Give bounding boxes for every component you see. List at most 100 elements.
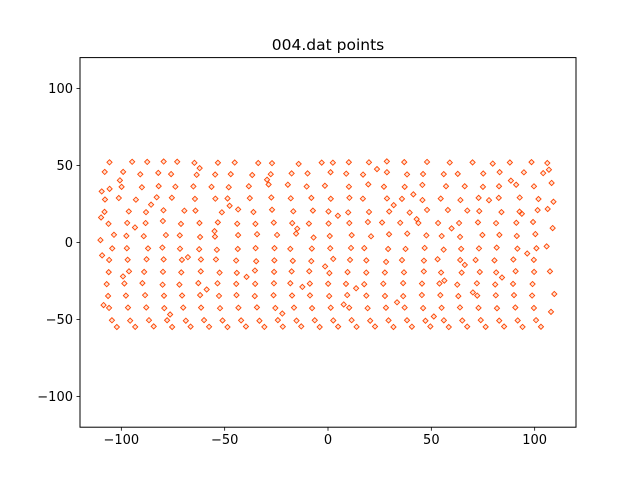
data-point	[306, 280, 314, 287]
data-point	[254, 159, 262, 167]
data-point	[492, 269, 500, 276]
data-point	[534, 206, 541, 214]
data-point	[438, 232, 445, 240]
data-point	[191, 195, 199, 203]
data-point	[214, 280, 221, 287]
data-point	[137, 171, 144, 178]
data-point	[270, 292, 277, 299]
data-point	[159, 268, 167, 276]
data-point	[475, 304, 482, 312]
data-point	[420, 257, 428, 264]
data-point	[507, 177, 515, 184]
data-point	[473, 292, 481, 299]
data-point	[187, 323, 194, 330]
data-point	[298, 323, 305, 330]
data-point	[384, 245, 392, 253]
data-point	[303, 183, 310, 190]
y-tick-label: 50	[56, 159, 73, 174]
data-point	[454, 170, 462, 178]
data-point	[160, 292, 168, 299]
data-point	[401, 183, 408, 191]
data-point	[530, 183, 538, 190]
data-point	[513, 232, 521, 240]
data-point	[365, 159, 373, 166]
data-point	[455, 219, 463, 227]
data-point	[176, 281, 183, 288]
data-point	[520, 169, 528, 176]
data-point	[344, 209, 352, 216]
data-point	[122, 292, 130, 299]
data-point	[345, 304, 353, 311]
data-point	[438, 304, 445, 312]
data-point	[159, 281, 166, 288]
data-point	[140, 268, 148, 276]
data-point	[212, 256, 220, 263]
data-point	[359, 195, 367, 202]
data-point	[545, 166, 553, 173]
data-point	[441, 277, 448, 284]
data-point	[292, 230, 300, 237]
data-point	[385, 231, 393, 238]
data-point	[427, 323, 434, 330]
data-point	[121, 280, 128, 287]
data-point	[155, 182, 162, 190]
data-point	[457, 245, 465, 253]
data-point	[361, 244, 368, 252]
data-point	[493, 304, 501, 312]
data-point	[159, 217, 167, 225]
data-point	[418, 291, 426, 299]
data-point	[153, 194, 160, 201]
data-point	[343, 291, 351, 299]
data-point	[382, 258, 390, 266]
data-point	[532, 316, 540, 324]
data-point	[308, 257, 315, 265]
data-point	[498, 208, 505, 216]
data-point	[365, 208, 373, 216]
data-point	[306, 292, 314, 299]
data-point	[250, 208, 257, 216]
data-point	[211, 171, 219, 178]
data-point	[143, 158, 151, 166]
y-tick-label: 100	[48, 82, 73, 97]
data-point	[385, 317, 392, 324]
data-point	[495, 194, 502, 202]
data-point	[211, 233, 219, 240]
data-point	[289, 257, 297, 265]
data-point	[403, 171, 411, 178]
data-point	[212, 195, 219, 202]
x-tick-label: −100	[103, 433, 139, 448]
data-point	[284, 181, 292, 188]
data-point	[105, 304, 113, 312]
data-point	[408, 323, 416, 330]
data-point	[345, 158, 353, 166]
data-point	[446, 159, 453, 166]
data-point	[528, 158, 535, 166]
data-point	[393, 299, 401, 306]
data-point	[248, 171, 256, 179]
data-point	[168, 323, 176, 331]
data-point	[160, 207, 167, 214]
data-point	[125, 268, 133, 275]
data-point	[252, 257, 260, 265]
data-point	[474, 219, 482, 226]
data-point	[546, 268, 554, 275]
data-point	[530, 256, 538, 264]
data-point	[216, 304, 224, 312]
data-point	[437, 195, 444, 202]
data-point	[106, 185, 113, 193]
data-point	[155, 169, 162, 177]
data-point	[100, 301, 107, 309]
data-point	[500, 323, 508, 330]
data-point	[124, 256, 131, 264]
data-point	[105, 256, 113, 264]
data-point	[485, 196, 493, 204]
data-point	[491, 257, 498, 264]
data-point	[342, 170, 350, 177]
data-point	[469, 289, 477, 296]
data-point	[440, 170, 448, 178]
data-point	[318, 159, 325, 166]
data-point	[191, 159, 198, 167]
data-point	[105, 268, 112, 276]
